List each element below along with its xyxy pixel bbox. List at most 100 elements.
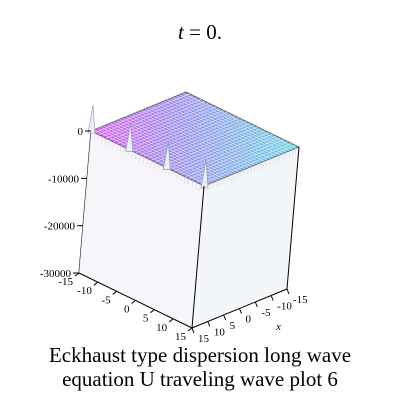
x-tick-label-1: 10 <box>214 327 226 339</box>
x-tick-label-2: 5 <box>230 320 236 332</box>
box-edge-front-vertical <box>191 185 205 329</box>
side-mesh-line <box>295 148 297 155</box>
side-mesh-line <box>219 179 221 187</box>
peak-4 <box>200 159 209 189</box>
y-tick-label-0: -15 <box>58 276 73 288</box>
surface <box>79 91 300 328</box>
side-mesh-line <box>93 132 96 140</box>
side-mesh-line <box>257 163 259 171</box>
y-tick-6 <box>187 327 193 332</box>
side-mesh-line <box>139 154 141 162</box>
side-mesh-line <box>282 153 284 161</box>
side-mesh-line <box>135 152 137 160</box>
plot-title: t = 0. <box>0 20 400 45</box>
side-mesh-line <box>238 171 240 179</box>
surface-mesh <box>94 93 296 185</box>
side-mesh-line <box>222 178 224 185</box>
side-mesh-line <box>154 162 156 169</box>
x-tick-label-4: -5 <box>261 307 271 319</box>
x-tick-0 <box>191 327 195 334</box>
mesh-line-y <box>185 137 281 178</box>
side-mesh-line <box>150 160 152 167</box>
side-mesh-line <box>266 159 268 167</box>
side-mesh-line <box>173 171 175 178</box>
caption-line-1: Eckhaust type dispersion long wave <box>48 343 352 367</box>
side-mesh-line <box>109 140 111 147</box>
side-mesh-line <box>241 170 243 178</box>
z-tick-label-2: -20000 <box>44 221 76 233</box>
side-mesh-line <box>191 180 193 188</box>
side-mesh-line <box>276 156 278 163</box>
x-axis: 15 10 50 -5 -10-15 x <box>191 288 308 345</box>
side-mesh-line <box>112 141 114 149</box>
peak-2 <box>125 123 134 152</box>
surface-side-left <box>79 131 204 328</box>
mesh-line-x <box>179 94 293 150</box>
side-mesh-line <box>244 169 246 176</box>
z-axis: 0 -10000 -20000 -30000 <box>40 126 91 280</box>
box-edge-right-vertical <box>286 146 300 290</box>
x-tick-3 <box>239 308 242 314</box>
y-tick-5 <box>168 318 174 323</box>
side-mesh-line <box>263 161 265 168</box>
side-mesh-line <box>272 157 274 165</box>
side-mesh-line <box>250 166 252 174</box>
y-tick-1 <box>93 281 99 286</box>
side-mesh-line <box>253 165 255 172</box>
side-mesh-line <box>269 158 271 166</box>
side-mesh-line <box>120 145 122 153</box>
side-mesh-line <box>288 150 290 158</box>
y-tick-3 <box>131 300 136 304</box>
x-axis-label: x <box>275 321 281 333</box>
caption-line-2: equation U traveling wave plot 6 <box>62 367 338 391</box>
z-tick-label-0: 0 <box>78 126 84 138</box>
side-mesh-line <box>260 162 262 170</box>
side-mesh-line <box>142 156 144 164</box>
x-tick-label-3: 0 <box>246 314 252 326</box>
mesh-line-x <box>176 95 290 152</box>
side-mesh-line <box>105 138 107 145</box>
title-variable: t <box>178 20 184 44</box>
side-mesh-line <box>215 180 217 188</box>
x-tick-label-5: -10 <box>277 301 292 313</box>
z-tick-label-3: -30000 <box>40 268 72 280</box>
y-tick-4 <box>150 309 155 314</box>
side-mesh-line <box>228 175 230 183</box>
title-equals: = <box>183 20 207 44</box>
y-tick-0 <box>74 272 80 277</box>
side-mesh-line <box>247 167 249 175</box>
title-value: 0. <box>206 20 222 44</box>
mesh-line-y <box>200 144 296 185</box>
z-tick-label-1: -10000 <box>48 173 80 185</box>
side-mesh-line <box>234 172 236 180</box>
side-mesh-line <box>188 178 190 186</box>
y-axis: -15 -10 -5 0 5 10 15 <box>58 272 193 343</box>
x-tick-label-0: 15 <box>198 333 210 345</box>
side-mesh-line <box>291 149 293 157</box>
side-mesh-line <box>212 182 214 189</box>
y-tick-label-3: 0 <box>124 304 130 316</box>
side-mesh-line <box>101 136 103 144</box>
y-tick-label-5: 10 <box>156 322 168 334</box>
surface-peaks <box>87 104 209 189</box>
mesh-line-y <box>196 143 292 183</box>
peak-1 <box>87 104 96 134</box>
side-mesh-line <box>169 169 171 177</box>
side-mesh-line <box>124 147 126 155</box>
side-mesh <box>93 132 297 192</box>
side-mesh-line <box>157 163 160 171</box>
side-mesh-line <box>116 143 118 151</box>
side-mesh-line <box>195 182 197 189</box>
side-mesh-line <box>184 176 186 184</box>
side-mesh-line <box>225 176 227 184</box>
x-tick-6 <box>286 288 290 295</box>
x-tick-5 <box>270 295 274 301</box>
x-tick-1 <box>207 321 211 327</box>
surface-side-front <box>192 147 299 328</box>
side-mesh-line <box>209 183 211 191</box>
y-tick-label-4: 5 <box>143 313 149 325</box>
side-mesh-line <box>176 173 178 180</box>
side-mesh-line <box>231 174 233 181</box>
